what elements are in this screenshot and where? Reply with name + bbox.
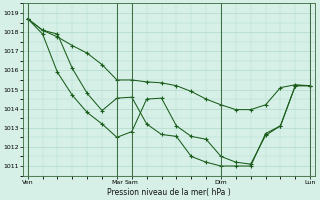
X-axis label: Pression niveau de la mer( hPa ): Pression niveau de la mer( hPa ) <box>107 188 231 197</box>
